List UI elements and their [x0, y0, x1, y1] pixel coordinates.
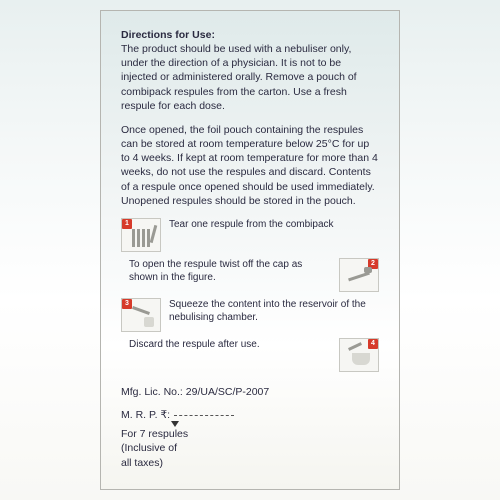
steps-block: 1 Tear one respule from the combipack 2 …: [121, 218, 379, 374]
step-3-illustration: 3: [121, 298, 161, 332]
mfg-lic-no: Mfg. Lic. No.: 29/UA/SC/P-2007: [121, 386, 379, 398]
directions-para-1: The product should be used with a nebuli…: [121, 42, 379, 113]
step-2-text: To open the respule twist off the cap as…: [121, 258, 339, 284]
mrp-block: M. R. P. ₹: For 7 respules (Inclusive of…: [121, 408, 379, 471]
step-3-text: Squeeze the content into the reservoir o…: [161, 298, 379, 324]
step-4-text: Discard the respule after use.: [121, 338, 339, 351]
directions-heading: Directions for Use:: [121, 29, 379, 41]
step-4-illustration: 4: [339, 338, 379, 372]
mrp-line-2: For 7 respules: [121, 427, 379, 442]
step-2-illustration: 2: [339, 258, 379, 292]
step-badge-icon: 4: [368, 339, 378, 349]
mrp-line-1: M. R. P. ₹:: [121, 408, 379, 423]
mrp-line-4: all taxes): [121, 456, 379, 471]
step-2: 2 To open the respule twist off the cap …: [121, 258, 379, 294]
directions-para-2: Once opened, the foil pouch containing t…: [121, 123, 379, 208]
step-3: 3 Squeeze the content into the reservoir…: [121, 298, 379, 334]
step-1: 1 Tear one respule from the combipack: [121, 218, 379, 254]
package-back-panel: Directions for Use: The product should b…: [100, 10, 400, 490]
step-badge-icon: 3: [122, 299, 132, 309]
mrp-line-3: (Inclusive of: [121, 441, 379, 456]
step-1-illustration: 1: [121, 218, 161, 252]
step-badge-icon: 1: [122, 219, 132, 229]
step-4: 4 Discard the respule after use.: [121, 338, 379, 374]
step-1-text: Tear one respule from the combipack: [161, 218, 379, 231]
mrp-label: M. R. P. ₹:: [121, 408, 170, 423]
mrp-dash-line: [174, 415, 234, 416]
